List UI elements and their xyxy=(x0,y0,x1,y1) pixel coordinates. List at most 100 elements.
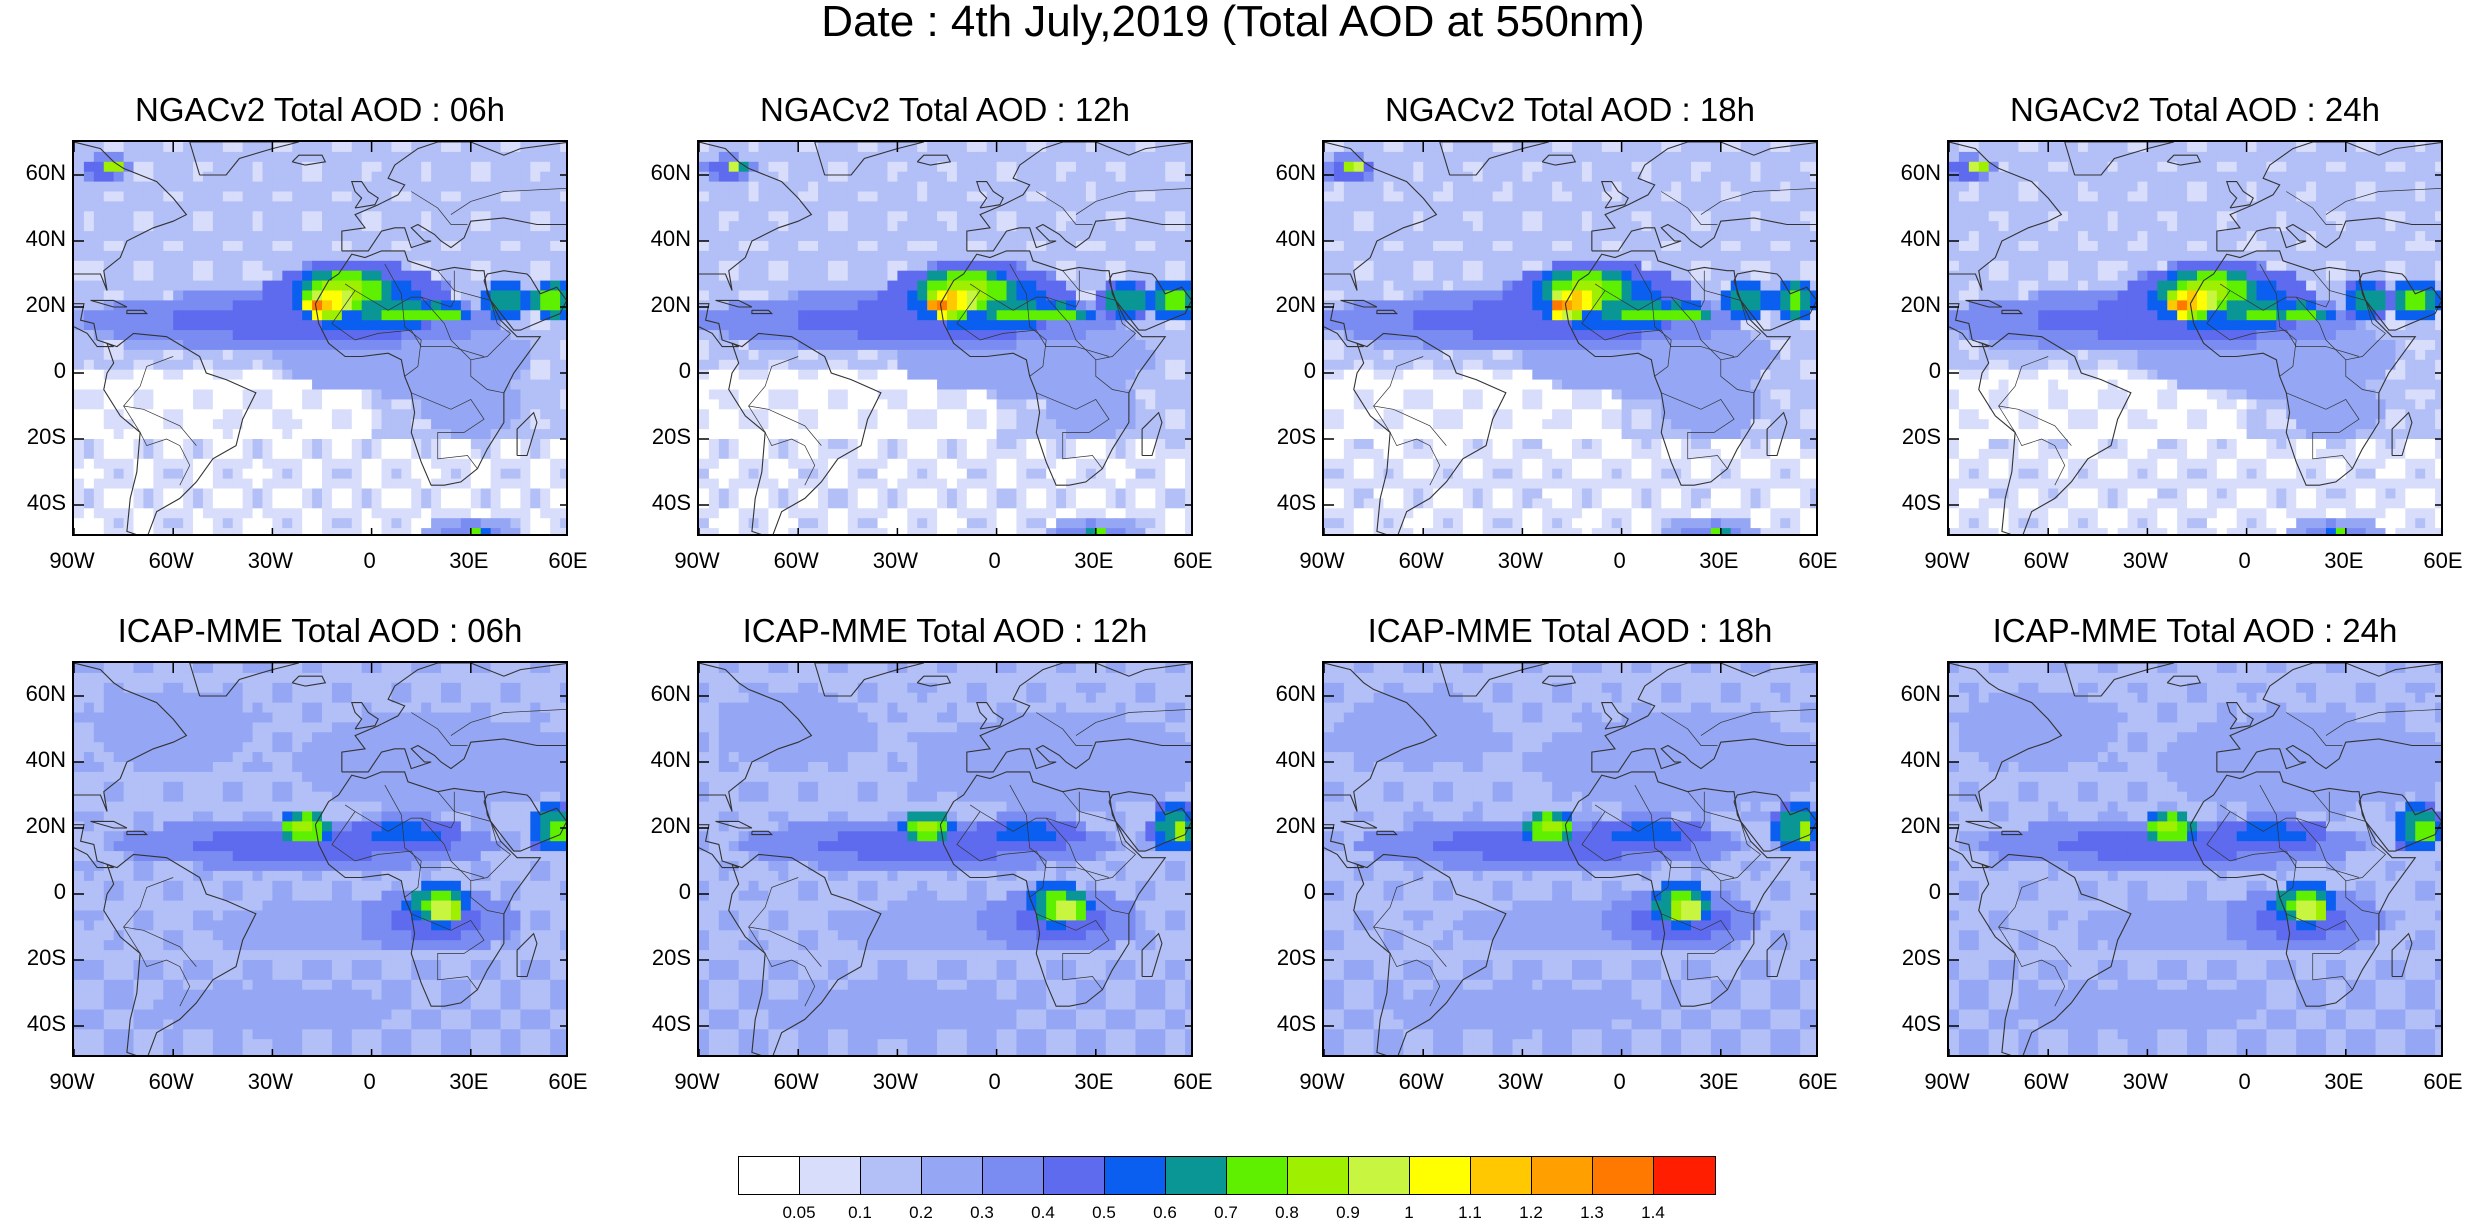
latitude-label: 40S xyxy=(1264,492,1316,514)
aod-field xyxy=(1949,142,2443,536)
longitude-label: 60W xyxy=(136,1071,206,1093)
longitude-label: 60W xyxy=(1386,550,1456,572)
longitude-label: 90W xyxy=(662,550,732,572)
latitude-label: 60N xyxy=(639,162,691,184)
longitude-label: 0 xyxy=(335,1071,405,1093)
latitude-label: 20N xyxy=(1889,294,1941,316)
aod-map xyxy=(1322,140,1818,536)
aod-field xyxy=(74,663,568,1057)
latitude-label: 20S xyxy=(14,947,66,969)
longitude-label: 30W xyxy=(2110,1071,2180,1093)
colorbar-swatch xyxy=(983,1157,1044,1194)
aod-map xyxy=(1947,140,2443,536)
longitude-label: 30E xyxy=(2309,550,2379,572)
longitude-label: 90W xyxy=(1912,550,1982,572)
aod-field xyxy=(1949,663,2443,1057)
longitude-label: 30E xyxy=(1059,1071,1129,1093)
panel-title: ICAP-MME Total AOD : 12h xyxy=(595,613,1295,649)
latitude-label: 40N xyxy=(1264,749,1316,771)
colorbar-label: 0.8 xyxy=(1262,1203,1312,1223)
colorbar-swatch xyxy=(739,1157,800,1194)
longitude-label: 0 xyxy=(960,550,1030,572)
latitude-label: 60N xyxy=(1264,162,1316,184)
colorbar-swatch xyxy=(1044,1157,1105,1194)
latitude-label: 40S xyxy=(14,492,66,514)
colorbar-swatch xyxy=(1227,1157,1288,1194)
latitude-label: 20N xyxy=(14,294,66,316)
colorbar-label: 0.1 xyxy=(835,1203,885,1223)
longitude-label: 0 xyxy=(1585,550,1655,572)
aod-field xyxy=(1324,663,1818,1057)
latitude-label: 20S xyxy=(639,426,691,448)
longitude-label: 30E xyxy=(434,550,504,572)
longitude-label: 30W xyxy=(1485,550,1555,572)
longitude-label: 30W xyxy=(2110,550,2180,572)
latitude-label: 40N xyxy=(14,228,66,250)
latitude-label: 40N xyxy=(1264,228,1316,250)
panel-title: NGACv2 Total AOD : 06h xyxy=(0,92,670,128)
latitude-label: 20N xyxy=(639,815,691,837)
longitude-label: 60E xyxy=(1158,550,1228,572)
longitude-label: 0 xyxy=(2210,550,2280,572)
colorbar-swatch xyxy=(1471,1157,1532,1194)
colorbar-swatch xyxy=(1166,1157,1227,1194)
colorbar-swatch xyxy=(1349,1157,1410,1194)
longitude-label: 60W xyxy=(1386,1071,1456,1093)
latitude-label: 20N xyxy=(639,294,691,316)
longitude-label: 60W xyxy=(2011,1071,2081,1093)
latitude-label: 20S xyxy=(1264,947,1316,969)
longitude-label: 60E xyxy=(533,1071,603,1093)
longitude-label: 30E xyxy=(1684,550,1754,572)
longitude-label: 60W xyxy=(136,550,206,572)
panel-title: NGACv2 Total AOD : 24h xyxy=(1845,92,2466,128)
colorbar-label: 1.3 xyxy=(1567,1203,1617,1223)
colorbar xyxy=(738,1156,1716,1195)
longitude-label: 30E xyxy=(1059,550,1129,572)
colorbar-swatch xyxy=(1410,1157,1471,1194)
latitude-label: 40N xyxy=(639,228,691,250)
colorbar-label: 1.4 xyxy=(1628,1203,1678,1223)
longitude-label: 30E xyxy=(1684,1071,1754,1093)
latitude-label: 60N xyxy=(14,162,66,184)
longitude-label: 60E xyxy=(533,550,603,572)
latitude-label: 40S xyxy=(1264,1013,1316,1035)
colorbar-label: 0.5 xyxy=(1079,1203,1129,1223)
aod-field xyxy=(1324,142,1818,536)
aod-map xyxy=(697,140,1193,536)
colorbar-swatch xyxy=(922,1157,983,1194)
latitude-label: 60N xyxy=(14,683,66,705)
latitude-label: 0 xyxy=(1889,360,1941,382)
longitude-label: 90W xyxy=(37,1071,107,1093)
longitude-label: 60W xyxy=(761,550,831,572)
colorbar-label: 0.4 xyxy=(1018,1203,1068,1223)
latitude-label: 60N xyxy=(1889,162,1941,184)
latitude-label: 20S xyxy=(14,426,66,448)
colorbar-label: 1.1 xyxy=(1445,1203,1495,1223)
colorbar-label: 0.9 xyxy=(1323,1203,1373,1223)
latitude-label: 40S xyxy=(1889,1013,1941,1035)
aod-map xyxy=(1322,661,1818,1057)
latitude-label: 0 xyxy=(1889,881,1941,903)
figure-title: Date : 4th July,2019 (Total AOD at 550nm… xyxy=(0,0,2466,44)
longitude-label: 90W xyxy=(1287,1071,1357,1093)
colorbar-label: 0.3 xyxy=(957,1203,1007,1223)
colorbar-swatch xyxy=(800,1157,861,1194)
colorbar-label: 0.2 xyxy=(896,1203,946,1223)
latitude-label: 40N xyxy=(1889,228,1941,250)
panel-title: NGACv2 Total AOD : 12h xyxy=(595,92,1295,128)
panel-title: ICAP-MME Total AOD : 18h xyxy=(1220,613,1920,649)
latitude-label: 40N xyxy=(14,749,66,771)
colorbar-label: 0.05 xyxy=(774,1203,824,1223)
latitude-label: 20N xyxy=(1264,815,1316,837)
latitude-label: 20N xyxy=(1889,815,1941,837)
latitude-label: 40S xyxy=(639,1013,691,1035)
latitude-label: 0 xyxy=(14,881,66,903)
colorbar-swatch xyxy=(1593,1157,1654,1194)
longitude-label: 0 xyxy=(1585,1071,1655,1093)
latitude-label: 40N xyxy=(1889,749,1941,771)
aod-field xyxy=(699,142,1193,536)
latitude-label: 40N xyxy=(639,749,691,771)
longitude-label: 30W xyxy=(860,1071,930,1093)
latitude-label: 60N xyxy=(1889,683,1941,705)
longitude-label: 30W xyxy=(235,1071,305,1093)
